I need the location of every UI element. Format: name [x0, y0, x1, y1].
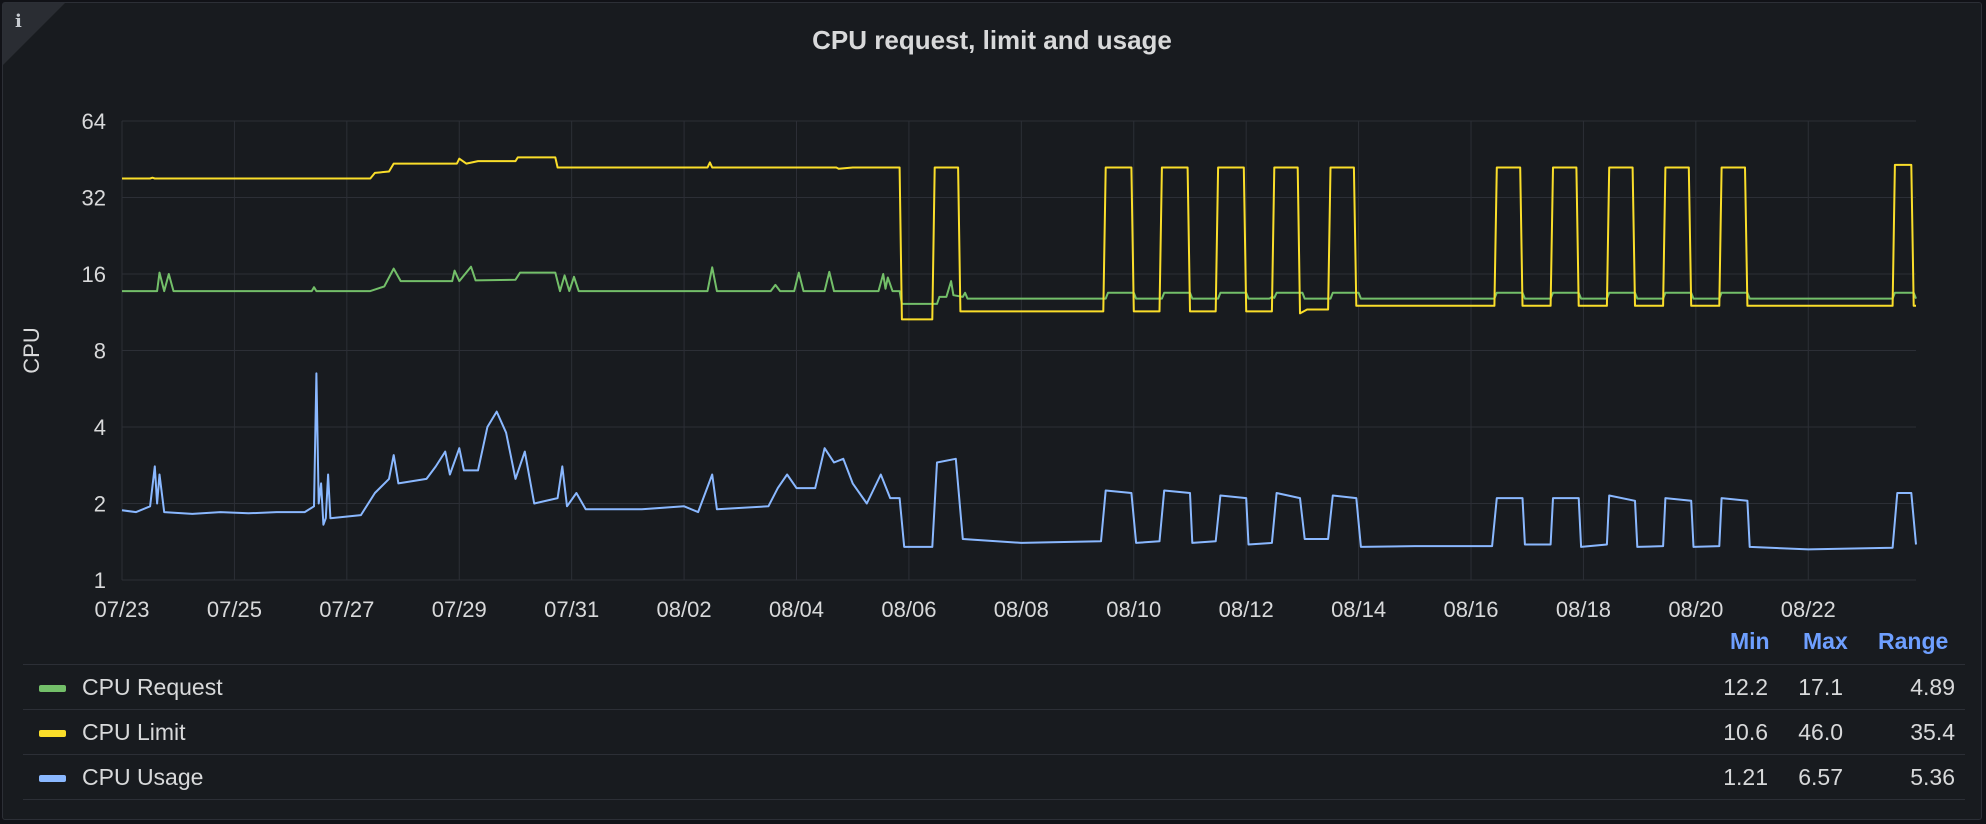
- legend-max-value: 46.0: [1798, 719, 1843, 745]
- x-tick-label: 07/29: [432, 597, 487, 622]
- legend-min-value: 12.2: [1723, 674, 1768, 700]
- x-tick-label: 07/23: [94, 597, 149, 622]
- legend-min-value: 10.6: [1723, 719, 1768, 745]
- legend-header-max[interactable]: Max: [1803, 628, 1848, 654]
- legend-range-value: 35.4: [1910, 719, 1955, 745]
- legend-swatch-cpu-usage: [39, 775, 66, 782]
- legend-row-cpu-request[interactable]: CPU Request 12.2 17.1 4.89: [23, 665, 1965, 710]
- x-tick-label: 07/31: [544, 597, 599, 622]
- legend-label: CPU Request: [82, 674, 223, 700]
- series-line-cpu-usage: [121, 372, 1917, 551]
- y-tick-label: 64: [82, 109, 106, 134]
- series-line-cpu-limit: [122, 156, 1916, 321]
- y-tick-label: 2: [94, 492, 106, 517]
- x-tick-label: 08/16: [1443, 597, 1498, 622]
- legend-header-divider: [23, 664, 1965, 665]
- x-tick-label: 07/27: [319, 597, 374, 622]
- x-tick-label: 08/12: [1219, 597, 1274, 622]
- legend-label: CPU Usage: [82, 764, 204, 790]
- legend-range-value: 4.89: [1910, 674, 1955, 700]
- info-corner: [3, 3, 65, 65]
- x-tick-label: 08/20: [1668, 597, 1723, 622]
- x-tick-label: 08/02: [657, 597, 712, 622]
- x-tick-label: 08/08: [994, 597, 1049, 622]
- panel-title: CPU request, limit and usage: [812, 25, 1172, 55]
- y-tick-label: 8: [94, 339, 106, 364]
- legend-row-cpu-limit[interactable]: CPU Limit 10.6 46.0 35.4: [23, 710, 1965, 755]
- legend-swatch-cpu-limit: [39, 730, 66, 737]
- x-tick-label: 08/04: [769, 597, 824, 622]
- legend-max-value: 6.57: [1798, 764, 1843, 790]
- chart-area: 64 32 16 8 4 2 1 07/23 07/25 07/27 07/29 07/31 08/02…: [19, 109, 1917, 622]
- info-icon[interactable]: i: [15, 11, 22, 32]
- y-axis-label: CPU: [19, 327, 44, 373]
- x-tick-label: 08/14: [1331, 597, 1386, 622]
- legend-swatch-cpu-request: [39, 685, 66, 692]
- legend-row-cpu-usage[interactable]: CPU Usage 1.21 6.57 5.36: [23, 755, 1965, 800]
- legend-max-value: 17.1: [1798, 674, 1843, 700]
- x-tick-label: 08/10: [1106, 597, 1161, 622]
- legend-range-value: 5.36: [1910, 764, 1955, 790]
- y-tick-label: 16: [82, 262, 106, 287]
- x-tick-label: 08/22: [1781, 597, 1836, 622]
- x-tick-label: 08/06: [881, 597, 936, 622]
- y-tick-label: 32: [82, 186, 106, 211]
- legend-label: CPU Limit: [82, 719, 186, 745]
- legend-header-min[interactable]: Min: [1730, 628, 1770, 654]
- x-tick-label: 07/25: [207, 597, 262, 622]
- x-tick-label: 08/18: [1556, 597, 1611, 622]
- y-tick-label: 1: [94, 568, 106, 593]
- y-tick-label: 4: [94, 415, 106, 440]
- legend-header-range[interactable]: Range: [1878, 628, 1949, 654]
- series-line-cpu-request: [122, 265, 1917, 305]
- legend-min-value: 1.21: [1723, 764, 1768, 790]
